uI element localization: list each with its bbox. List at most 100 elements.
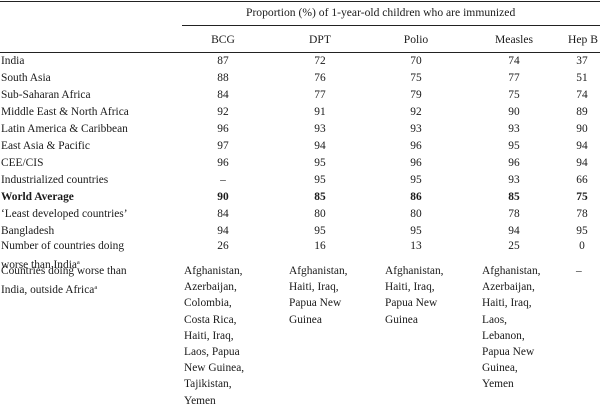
row-value: 95 [410,225,422,237]
row-value: 93 [508,174,520,186]
worse-list-line: Guinea [289,313,322,326]
worse-list-line: Guinea, [482,362,518,375]
row-value: 85 [508,191,520,203]
row-value: 75 [410,72,422,84]
row-value: 94 [314,140,326,152]
group-header: Proportion (%) of 1-year-old children wh… [246,6,516,19]
header-rule [0,52,600,53]
worse-list-line: Colombia, [184,297,232,310]
row-value: 84 [217,89,229,101]
worse-list-line: New Guinea, [184,362,245,375]
col-header-polio: Polio [403,33,429,46]
row-value: 92 [410,106,422,118]
row-value: 88 [217,72,229,84]
worse-list-line: Guinea [385,313,418,326]
row-value: 79 [410,89,422,101]
worse-list-line: – [576,265,582,277]
row-value: 95 [410,174,422,186]
worse-list-line: Tajikistan, [184,378,232,391]
row-value: 37 [576,55,588,67]
row-value: 80 [410,208,422,220]
worse-count-value: 0 [579,240,585,252]
row-value: 93 [410,123,422,135]
worse-list-line: Afghanistan, [289,265,348,277]
row-value: 96 [410,157,422,169]
worse-list-line: Papua New [289,297,342,310]
row-label: Sub-Saharan Africa [1,89,91,101]
row-value: 77 [314,89,326,101]
row-value: 75 [508,89,520,101]
col-header-dpt: DPT [309,33,331,46]
row-label: East Asia & Pacific [1,140,90,152]
worse-list-line: Costa Rica, [184,313,237,326]
worse-list-line: Afghanistan, [385,265,444,277]
row-value: 95 [508,140,520,152]
worse-list-line: Azerbaijan, [482,281,535,294]
row-value: 92 [217,106,229,118]
worse-count-value: 26 [217,240,229,252]
row-value: 80 [314,208,326,220]
row-value: 94 [217,225,229,237]
row-value: 66 [576,174,588,186]
worse-list-line: Haiti, Iraq, [289,281,339,294]
row-value: 90 [576,123,588,135]
row-value: 87 [217,55,229,67]
worse-list-line: Haiti, Iraq, [482,297,532,310]
row-value: 89 [576,106,588,118]
worse-list-label-line1: Countries doing worse than [1,265,127,277]
group-header-rule [182,25,600,26]
worse-list-label-line2: India, outside Africaa [1,279,97,299]
row-label: Middle East & North Africa [1,106,129,118]
top-rule [0,1,600,2]
worse-count-label-line2: worse than Indiaa [1,254,80,274]
worse-count-value: 16 [314,240,326,252]
row-label: Industrialized countries [1,174,109,186]
row-value: 90 [217,191,229,203]
worse-list-line: Lebanon, [482,329,525,342]
worse-list-line: Papua New [385,297,438,310]
row-value: 91 [314,106,326,118]
row-value: 78 [576,208,588,220]
row-value: 78 [508,208,520,220]
row-label: CEE/CIS [1,157,44,169]
row-value: 93 [508,123,520,135]
worse-list-line: Afghanistan, [184,265,243,277]
row-value: 95 [314,157,326,169]
row-label: India [1,55,25,67]
footnote-marker: a [76,259,80,266]
row-label: Bangladesh [1,225,55,237]
row-value: 86 [410,191,422,203]
worse-count-value: 25 [508,240,520,252]
row-value: 96 [217,157,229,169]
footnote-marker: a [94,284,98,291]
row-value: 95 [314,225,326,237]
row-value: 95 [576,225,588,237]
row-value: – [220,174,226,186]
row-value: 77 [508,72,520,84]
row-label: Latin America & Caribbean [1,123,128,135]
worse-list-line: Papua New [482,346,535,358]
worse-count-value: 13 [410,240,422,252]
row-value: 72 [314,55,326,67]
row-label: South Asia [1,72,51,84]
row-value: 95 [314,174,326,186]
row-value: 76 [314,72,326,84]
worse-list-line: Yemen [184,394,216,407]
row-value: 97 [217,140,229,152]
row-label: ‘Least developed countries’ [1,208,128,220]
row-value: 96 [508,157,520,169]
worse-list-line: Azerbaijan, [184,281,237,294]
row-label: World Average [1,191,74,203]
row-value: 51 [576,72,588,84]
worse-count-label-text: worse than India [1,259,77,271]
row-value: 94 [576,140,588,152]
row-value: 94 [576,157,588,169]
row-value: 85 [314,191,326,203]
row-value: 84 [217,208,229,220]
row-value: 74 [508,55,520,67]
worse-list-line: Laos, Papua [184,346,240,358]
worse-list-line: Laos, [482,313,507,326]
worse-list-line: Afghanistan, [482,265,541,277]
row-value: 75 [576,191,588,203]
row-value: 94 [508,225,520,237]
